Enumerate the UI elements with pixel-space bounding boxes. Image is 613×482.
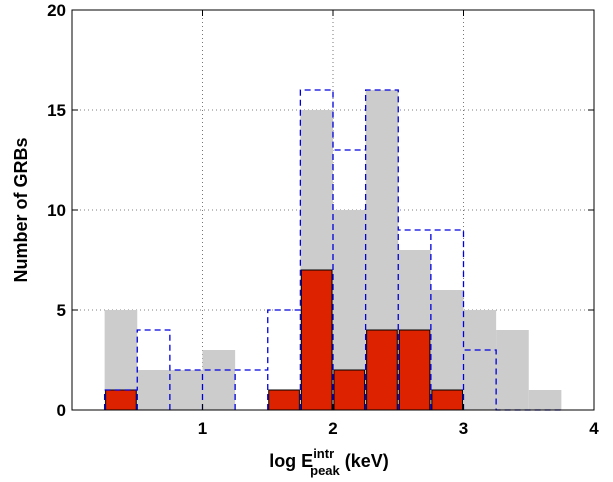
- x-axis-label-unit: (keV): [340, 451, 389, 471]
- x-axis-label-sub: peak: [310, 463, 340, 478]
- x-axis-label: log Eintr peak (keV): [269, 446, 389, 478]
- y-tick-labels: 0 5 10 15 20: [47, 1, 66, 420]
- gray-bar: [496, 330, 529, 410]
- red-bar: [398, 329, 431, 411]
- x-axis-label-main: log E: [269, 451, 313, 471]
- x-tick-label: 3: [459, 419, 468, 438]
- gray-bar: [202, 350, 236, 410]
- blue-dashed-bars: [103, 89, 562, 411]
- x-tick-label: 4: [589, 419, 599, 438]
- gray-bar: [528, 390, 562, 410]
- x-tick-label: 1: [198, 419, 207, 438]
- x-tick-labels: 1 2 3 4: [198, 419, 600, 438]
- axis-ticks: [72, 9, 595, 411]
- blue-dashed-outline: [103, 89, 562, 411]
- x-tick-label: 2: [328, 419, 337, 438]
- red-bar: [268, 389, 300, 411]
- y-tick-label: 20: [47, 1, 66, 20]
- gray-bar: [463, 310, 497, 410]
- red-bar: [431, 389, 463, 411]
- red-bar: [333, 369, 366, 411]
- red-bar: [105, 389, 137, 411]
- gray-bar: [137, 370, 170, 410]
- y-tick-label: 0: [57, 401, 66, 420]
- red-bar: [300, 269, 333, 411]
- gray-bar: [169, 370, 203, 410]
- y-tick-label: 5: [57, 301, 66, 320]
- x-axis-label-sup: intr: [313, 446, 334, 461]
- y-axis-label: Number of GRBs: [11, 137, 31, 282]
- y-tick-label: 10: [47, 201, 66, 220]
- y-tick-label: 15: [47, 101, 66, 120]
- red-bar: [366, 329, 398, 411]
